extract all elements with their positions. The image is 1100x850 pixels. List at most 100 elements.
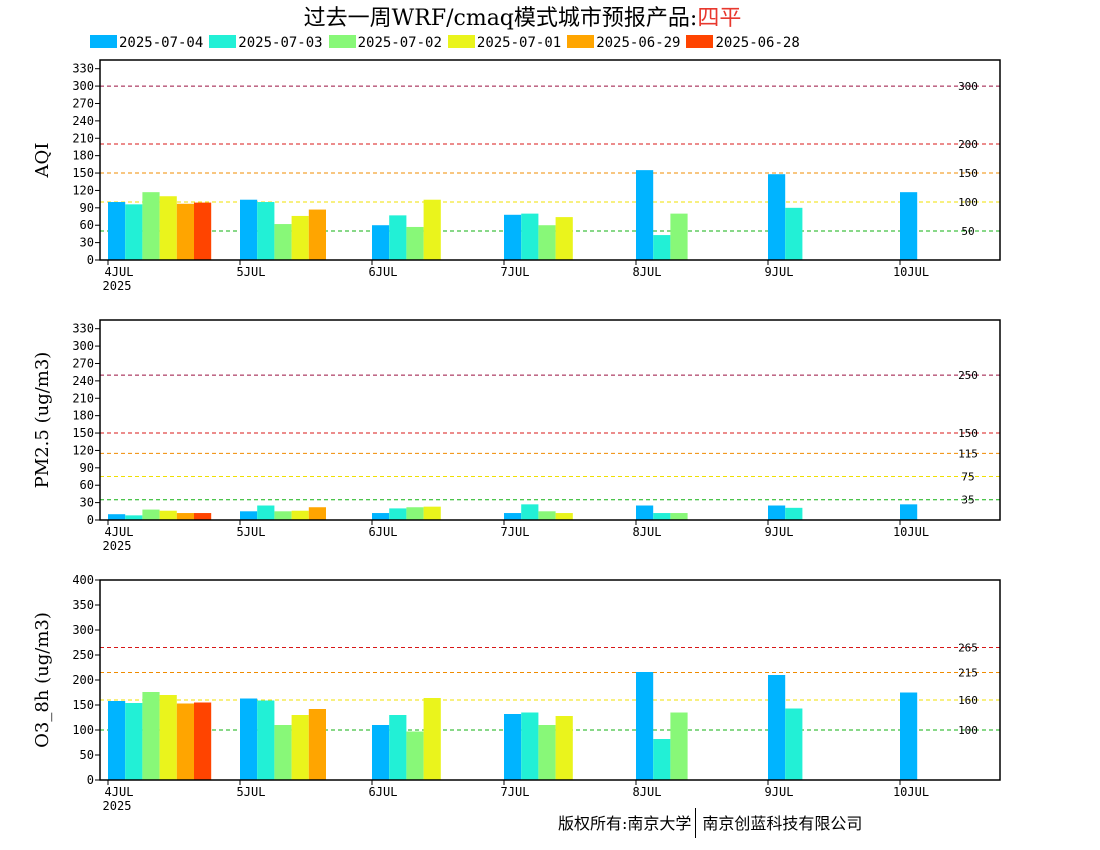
bar [291,510,309,520]
y-tick-label: 210 [72,131,94,145]
y-tick-label: 60 [80,478,94,492]
bar [504,214,522,260]
bar [291,715,309,780]
legend-swatch [90,35,117,48]
y-tick-label: 90 [80,201,94,215]
legend-label: 2025-07-04 [119,35,204,51]
bar [308,507,326,520]
bar [194,702,212,780]
x-tick-label: 6JUL [369,265,398,279]
x-tick-label: 5JUL [237,525,266,539]
bar [274,725,292,780]
legend-label: 2025-07-03 [238,35,323,51]
bar [785,507,803,520]
legend-item: 2025-06-29 [567,35,680,51]
legend-label: 2025-06-29 [596,35,681,51]
bar [670,712,688,780]
bar [504,513,522,520]
bar [538,225,556,260]
y-tick-label: 250 [72,648,94,662]
bar [521,213,539,260]
bar [308,709,326,780]
threshold-label: 215 [958,667,978,680]
y-axis-label: AQI [32,143,53,179]
x-tick-label: 10JUL [893,265,929,279]
x-tick-label: 7JUL [501,265,530,279]
threshold-label: 50 [961,225,974,238]
y-tick-label: 350 [72,598,94,612]
bar [194,513,212,520]
x-tick-label: 9JUL [765,525,794,539]
copyright-right: 南京创蓝科技有限公司 [702,814,863,833]
y-tick-label: 270 [72,356,94,370]
bar [108,514,126,520]
bar [653,739,671,780]
y-tick-label: 100 [72,723,94,737]
bar [240,511,258,520]
y-tick-label: 30 [80,496,94,510]
bar [653,235,671,260]
bar [176,513,194,520]
threshold-label: 265 [958,642,978,655]
x-tick-label: 8JUL [633,525,662,539]
threshold-label: 115 [958,447,978,460]
bar [176,703,194,780]
copyright-footer: 版权所有:南京大学 南京创蓝科技有限公司 [558,808,862,838]
bar [176,203,194,260]
x-tick-label: 8JUL [633,265,662,279]
y-tick-label: 90 [80,461,94,475]
bar [240,698,258,780]
bar [372,225,390,260]
bar [142,509,160,520]
x-tick-year: 2025 [103,539,132,553]
bar [257,202,275,260]
bar [291,215,309,260]
y-tick-label: 180 [72,409,94,423]
x-tick-label: 10JUL [893,525,929,539]
y-tick-label: 330 [72,62,94,76]
y-tick-label: 60 [80,218,94,232]
bar [389,715,407,780]
bar [670,213,688,260]
x-tick-label: 4JUL [105,525,134,539]
bar [406,731,424,780]
bar [768,505,786,520]
threshold-label: 160 [958,694,978,707]
x-tick-label: 9JUL [765,265,794,279]
bar [372,725,390,780]
bar [785,207,803,260]
bar [274,511,292,520]
x-tick-label: 4JUL [105,265,134,279]
bar [670,513,688,520]
bar [257,505,275,520]
legend-item: 2025-07-03 [209,35,323,51]
threshold-label: 250 [958,369,978,382]
threshold-label: 200 [958,138,978,151]
bar [636,672,654,780]
bar [768,675,786,780]
x-tick-year: 2025 [103,279,132,293]
bar [159,196,177,260]
y-tick-label: 270 [72,96,94,110]
bar [900,692,918,780]
bar [768,174,786,260]
bar [108,202,126,260]
title-city: 四平 [697,6,742,31]
bar [423,199,441,260]
y-tick-label: 180 [72,149,94,163]
bar [308,209,326,260]
legend-swatch [686,35,714,48]
y-tick-label: 240 [72,374,94,388]
x-tick-label: 6JUL [369,525,398,539]
threshold-label: 100 [958,196,978,209]
bar [159,695,177,780]
legend-item: 2025-06-28 [686,35,800,51]
bar [159,510,177,520]
y-axis-label: O3_8h (ug/m3) [32,612,53,748]
copyright-left: 版权所有:南京大学 [558,814,692,833]
legend-swatch [209,35,237,48]
legend-item: 2025-07-02 [328,35,442,51]
bar [521,712,539,780]
x-tick-year: 2025 [103,799,132,813]
bar [636,170,654,260]
